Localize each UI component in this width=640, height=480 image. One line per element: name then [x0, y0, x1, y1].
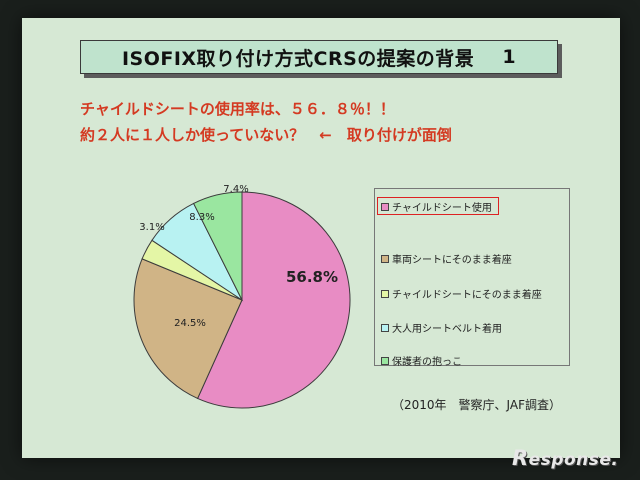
watermark-text: esponse. [528, 450, 619, 470]
legend-item-3: 大人用シートベルト着用 [381, 320, 502, 335]
legend-item-4: 保護者の抱っこ [381, 353, 462, 368]
legend-swatch-4 [381, 356, 389, 365]
legend-label-0: チャイルドシート使用 [392, 203, 492, 214]
legend-label-2: チャイルドシートにそのまま着座 [392, 290, 542, 301]
legend-swatch-2 [381, 289, 389, 298]
title-box: ISOFIX取り付け方式CRSの提案の背景 1 [80, 40, 558, 74]
slide-title-number: 1 [502, 46, 517, 68]
chart-legend: チャイルドシート使用車両シートにそのまま着座チャイルドシートにそのまま着座 大人用… [374, 188, 570, 368]
legend-label-3: 大人用シートベルト着用 [392, 324, 502, 335]
headline-usage-rate: チャイルドシートの使用率は、５６．８％！！ [80, 100, 395, 118]
pie-slice-1 [133, 258, 243, 400]
response-watermark: Response. [512, 446, 618, 470]
pie-data-label-1: 24.5% [174, 318, 206, 329]
pie-data-label-0: 56.8% [286, 268, 338, 286]
pie-slice-4 [192, 191, 243, 301]
slide-title: ISOFIX取り付け方式CRSの提案の背景 [121, 47, 475, 70]
legend-swatch-1 [381, 254, 389, 263]
legend-label-1: 車両シートにそのまま着座 [392, 255, 512, 266]
legend-item-0: チャイルドシート使用 [381, 199, 492, 214]
watermark-initial: R [512, 446, 529, 470]
pie-data-label-3: 8.3% [189, 212, 214, 223]
legend-highlight-frame [377, 197, 499, 215]
source-note: （2010年 警察庁、JAF調査） [392, 398, 561, 412]
headline-reason: 約２人に１人しか使っていない？ ← 取り付けが面倒 [80, 126, 452, 144]
pie-data-label-4: 7.4% [223, 184, 248, 195]
legend-item-1: 車両シートにそのまま着座 [381, 251, 512, 266]
legend-item-2: チャイルドシートにそのまま着座 [381, 286, 542, 301]
pie-slice-0 [196, 191, 351, 409]
legend-swatch-0 [381, 202, 389, 211]
pie-data-label-2: 3.1% [139, 222, 164, 233]
legend-label-4: 保護者の抱っこ [392, 357, 462, 368]
legend-swatch-3 [381, 323, 389, 332]
